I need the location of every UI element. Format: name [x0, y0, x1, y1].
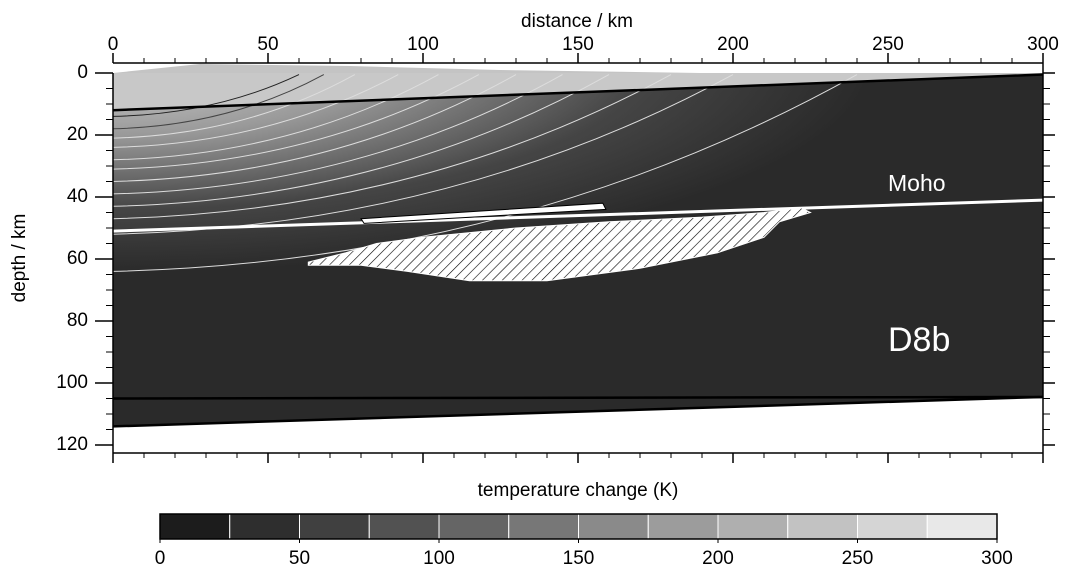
colorbar-tick-label: 50	[289, 548, 310, 569]
boundary-line	[112, 198, 1044, 233]
y-tick-label: 40	[67, 186, 88, 207]
x-tick-label: 0	[108, 34, 119, 55]
colorbar-band	[787, 513, 858, 540]
colorbar-band	[647, 513, 719, 540]
colorbar-tick-label: 250	[842, 548, 874, 569]
x-tick-label: 50	[257, 34, 278, 55]
colorbar-tick-label: 300	[981, 548, 1013, 569]
isotherm	[112, 74, 300, 117]
y-axis-label: depth / km	[9, 214, 30, 303]
isotherm	[112, 74, 563, 195]
y-tick-label: 100	[56, 372, 88, 393]
y-tick-label: 120	[56, 434, 88, 455]
x-tick-label: 150	[562, 34, 594, 55]
isotherm	[112, 74, 517, 182]
colorbar-tick-label: 100	[423, 548, 455, 569]
surface-wedge	[113, 64, 700, 73]
sill	[360, 202, 607, 224]
x-tick-label: 250	[872, 34, 904, 55]
isotherm	[112, 74, 439, 161]
colorbar-band	[299, 513, 370, 540]
y-tick-label: 20	[67, 124, 88, 145]
colorbar-tick-label: 0	[155, 548, 166, 569]
annotation: D8b	[888, 321, 950, 359]
isotherm	[112, 74, 399, 148]
isotherm	[112, 74, 325, 130]
boundary-line	[112, 73, 1044, 112]
melt-region	[307, 207, 812, 282]
isotherm	[112, 74, 672, 220]
x-axis-label: distance / km	[521, 11, 633, 32]
x-tick-label: 300	[1027, 34, 1059, 55]
annotation: Moho	[888, 170, 946, 196]
colorbar-band	[857, 513, 928, 540]
boundary-line	[112, 395, 1044, 428]
colorbar-band	[229, 513, 300, 540]
y-tick-label: 60	[67, 248, 88, 269]
colorbar-band	[717, 513, 789, 540]
y-tick-label: 0	[77, 62, 88, 83]
colorbar-label: temperature change (K)	[478, 480, 679, 501]
x-tick-label: 200	[717, 34, 749, 55]
x-tick-label: 100	[407, 34, 439, 55]
isotherm	[112, 74, 356, 139]
colorbar-band	[159, 513, 231, 540]
colorbar-band	[368, 513, 440, 540]
colorbar-band	[926, 513, 998, 540]
boundary-line	[112, 395, 1044, 400]
colorbar-band	[578, 513, 649, 540]
y-tick-label: 80	[67, 310, 88, 331]
isotherm	[112, 74, 610, 207]
colorbar-tick-label: 200	[702, 548, 734, 569]
colorbar-band	[438, 513, 510, 540]
colorbar-band	[508, 513, 579, 540]
colorbar-tick-label: 150	[563, 548, 595, 569]
